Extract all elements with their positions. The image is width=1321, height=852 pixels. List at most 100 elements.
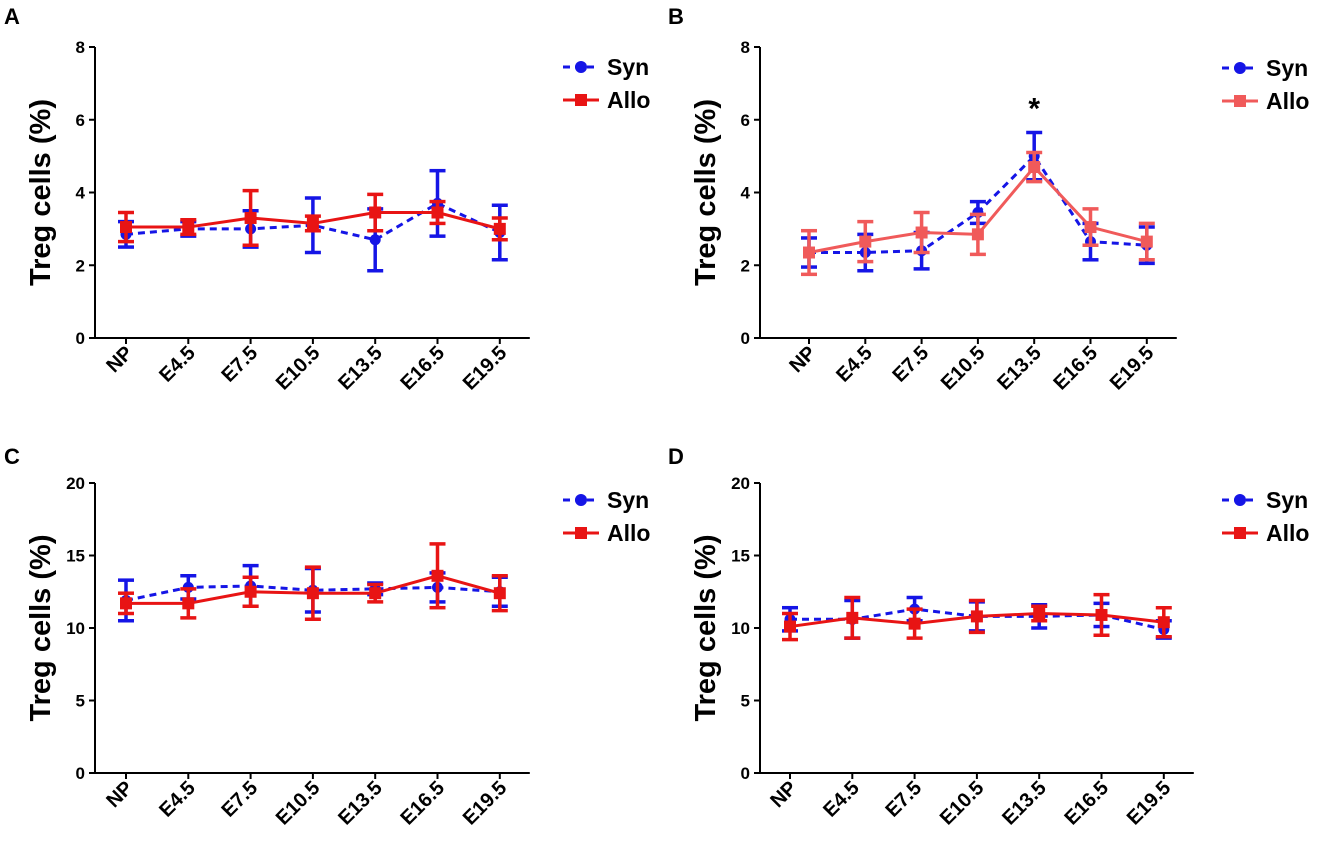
x-tick-label: E4.5 [832,342,877,387]
y-axis-title: Treg cells (%) [25,99,57,286]
data-point [431,569,444,582]
legend-label-syn: Syn [1266,55,1308,81]
data-point [182,597,195,610]
series-allo [118,188,508,247]
x-tick-label: E16.5 [397,777,450,830]
panel-a: A 0 2 4 6 8 NP E4.5 E7.5 E10.5 E13.5 E16.5 E19.5 Treg… [4,4,650,394]
data-point [803,246,815,259]
data-point [431,206,444,219]
y-tick-label: 0 [741,329,750,348]
x-tick-label: E4.5 [819,777,864,822]
x-tick-label: NP [766,777,801,812]
legend-label-allo: Allo [607,87,650,113]
y-tick-label: 15 [66,547,85,566]
data-point [1028,161,1041,174]
series-allo [782,592,1172,642]
x-tick-label: E19.5 [1123,777,1176,830]
y-axis-title: Treg cells (%) [690,535,722,722]
y-tick-label: 10 [66,619,85,638]
panel-letter: A [4,4,20,29]
data-point [182,221,195,234]
data-point [493,222,506,235]
y-tick-label: 8 [76,38,85,57]
y-tick-label: 2 [741,256,750,275]
x-tick-label: E7.5 [217,777,262,822]
legend-marker-allo [575,527,587,539]
panel-d: D 0 5 10 15 20 NP E4.5 E7.5 E10.5 E13.5 E16.5 E19.5 T… [668,444,1309,829]
data-point [244,211,257,224]
x-tick-label: E13.5 [998,777,1051,830]
y-tick-label: 8 [741,38,750,57]
panel-letter: B [668,4,684,29]
data-point [493,587,506,600]
legend-label-syn: Syn [1266,487,1308,513]
legend-label-allo: Allo [1266,88,1309,114]
y-tick-label: 4 [76,184,86,203]
panel-b: B 0 2 4 6 8 NP E4.5 E7.5 E10.5 E13.5 E16.5 E19.5 Treg… [668,4,1309,394]
x-tick-label: NP [785,342,820,377]
legend-marker-allo [1234,527,1246,539]
data-point [120,597,132,610]
data-point [306,587,319,600]
x-tick-label: E19.5 [459,342,512,395]
legend-marker-syn [1234,494,1246,506]
data-point [1033,607,1046,620]
legend: Syn Allo [563,54,650,113]
legend-label-allo: Allo [607,520,650,546]
legend-marker-syn [575,61,587,73]
data-point [846,611,859,624]
legend-marker-syn [575,494,587,506]
data-point [1157,616,1170,629]
panel-c: C 0 5 10 15 20 NP E4.5 E7.5 E10.5 E13.5 E16.5 E19.5 T… [4,444,650,829]
legend-marker-allo [575,94,587,106]
data-point [908,617,921,630]
x-tick-label: E16.5 [397,342,450,395]
y-tick-label: 6 [741,111,750,130]
legend-label-allo: Allo [1266,520,1309,546]
legend: Syn Allo [1222,487,1309,546]
legend-marker-allo [1234,95,1246,107]
x-tick-label: E19.5 [459,777,512,830]
legend: Syn Allo [563,487,650,546]
x-tick-label: E10.5 [936,777,989,830]
series-allo [118,542,508,622]
y-axis-title: Treg cells (%) [690,99,722,286]
data-point [970,610,983,623]
x-tick-label: E13.5 [993,342,1046,395]
data-point [306,217,319,230]
legend: Syn Allo [1222,55,1309,114]
x-tick-label: NP [102,342,137,377]
panel-letter: C [4,444,20,469]
y-tick-label: 5 [741,692,750,711]
series-allo [801,150,1155,277]
x-tick-label: E7.5 [888,342,933,387]
y-tick-label: 0 [76,764,85,783]
x-tick-label: E19.5 [1106,342,1159,395]
y-tick-label: 15 [731,547,750,566]
x-tick-label: E16.5 [1050,342,1103,395]
y-axis-title: Treg cells (%) [25,535,57,722]
x-tick-label: E4.5 [155,777,200,822]
y-tick-label: 5 [76,692,85,711]
data-point [369,234,381,246]
x-tick-label: E10.5 [937,342,990,395]
x-tick-label: E13.5 [334,342,387,395]
y-tick-label: 6 [76,111,85,130]
y-tick-label: 20 [731,474,750,493]
x-tick-label: E13.5 [334,777,387,830]
y-tick-label: 0 [741,764,750,783]
panel-letter: D [668,444,684,469]
y-tick-label: 4 [741,184,751,203]
y-tick-label: 0 [76,329,85,348]
data-point [369,587,382,600]
x-tick-label: E7.5 [217,342,262,387]
data-point [120,221,132,234]
data-point [1084,221,1097,234]
x-tick-label: E16.5 [1061,777,1114,830]
legend-label-syn: Syn [607,487,649,513]
data-point [859,235,872,248]
data-point [1095,608,1108,621]
y-tick-label: 10 [731,619,750,638]
data-point [971,228,984,241]
